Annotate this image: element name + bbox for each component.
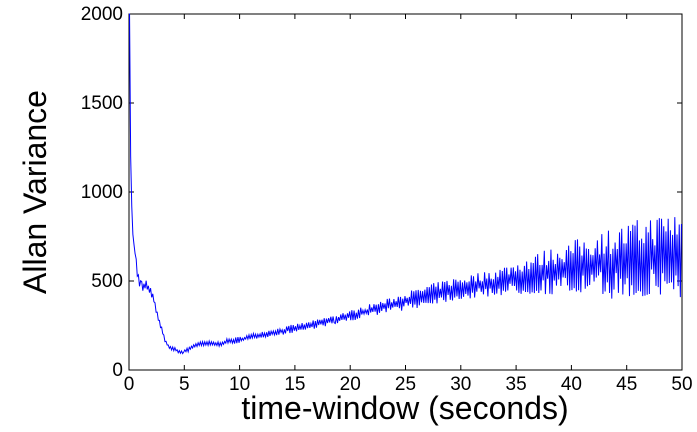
x-tick-label: 30 [450, 374, 471, 395]
x-tick-label: 40 [561, 374, 582, 395]
x-tick-label: 0 [124, 374, 135, 395]
y-tick-label: 0 [112, 360, 123, 381]
y-tick-label: 2000 [81, 4, 123, 25]
x-axis-title: time-window (seconds) [241, 390, 568, 426]
y-axis-title: Allan Variance [17, 90, 53, 294]
y-tick-label: 1500 [81, 93, 123, 114]
y-tick-labels: 0 500 1000 1500 2000 [81, 4, 123, 381]
x-tick-label: 50 [671, 374, 692, 395]
x-tick-label: 35 [506, 374, 527, 395]
x-tick-label: 5 [179, 374, 190, 395]
x-tick-label: 15 [284, 374, 305, 395]
x-tick-labels: 0 5 10 15 20 25 30 35 40 45 50 [124, 374, 693, 395]
plot-area [128, 13, 683, 371]
x-tick-label: 20 [340, 374, 361, 395]
x-tick-label: 45 [616, 374, 637, 395]
x-tick-label: 10 [229, 374, 250, 395]
y-tick-label: 1000 [81, 182, 123, 203]
series-line [129, 13, 682, 355]
y-tick-label: 500 [91, 271, 123, 292]
axis-ticks [128, 13, 683, 371]
x-tick-label: 25 [395, 374, 416, 395]
